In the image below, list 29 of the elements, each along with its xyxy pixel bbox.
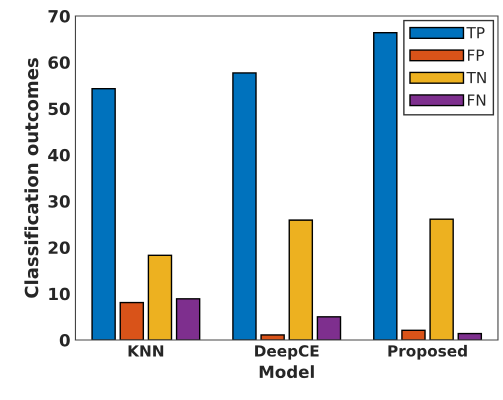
bar	[316, 316, 342, 340]
y-tick-label: 70	[48, 10, 70, 23]
bar	[288, 219, 314, 340]
legend-label: FN	[468, 94, 486, 106]
bar	[176, 298, 200, 340]
bar	[232, 72, 257, 340]
bar	[148, 254, 172, 340]
x-tick-label: DeepCE	[255, 345, 319, 360]
legend-label: TN	[466, 72, 486, 84]
legend-label: TP	[466, 27, 485, 38]
y-tick-label: 40	[48, 148, 70, 162]
bar	[458, 332, 482, 340]
bar	[91, 88, 116, 340]
y-tick-label: 10	[49, 288, 70, 300]
y-tick-label: 0	[60, 334, 70, 347]
legend-label: FP	[468, 50, 484, 61]
bar	[401, 330, 426, 340]
bar	[120, 302, 144, 340]
y-tick-label: 60	[48, 56, 70, 69]
bar	[429, 218, 454, 340]
bar	[373, 32, 398, 340]
x-axis-title: Model	[260, 365, 314, 378]
x-tick-label: KNN	[128, 345, 164, 356]
y-tick-label: 20	[48, 241, 70, 254]
bar	[260, 334, 285, 340]
x-tick-label: Proposed	[388, 344, 467, 360]
y-tick-label: 30	[48, 195, 70, 208]
y-axis-title: Classification outcomes	[24, 58, 38, 298]
y-tick-label: 50	[48, 102, 70, 116]
